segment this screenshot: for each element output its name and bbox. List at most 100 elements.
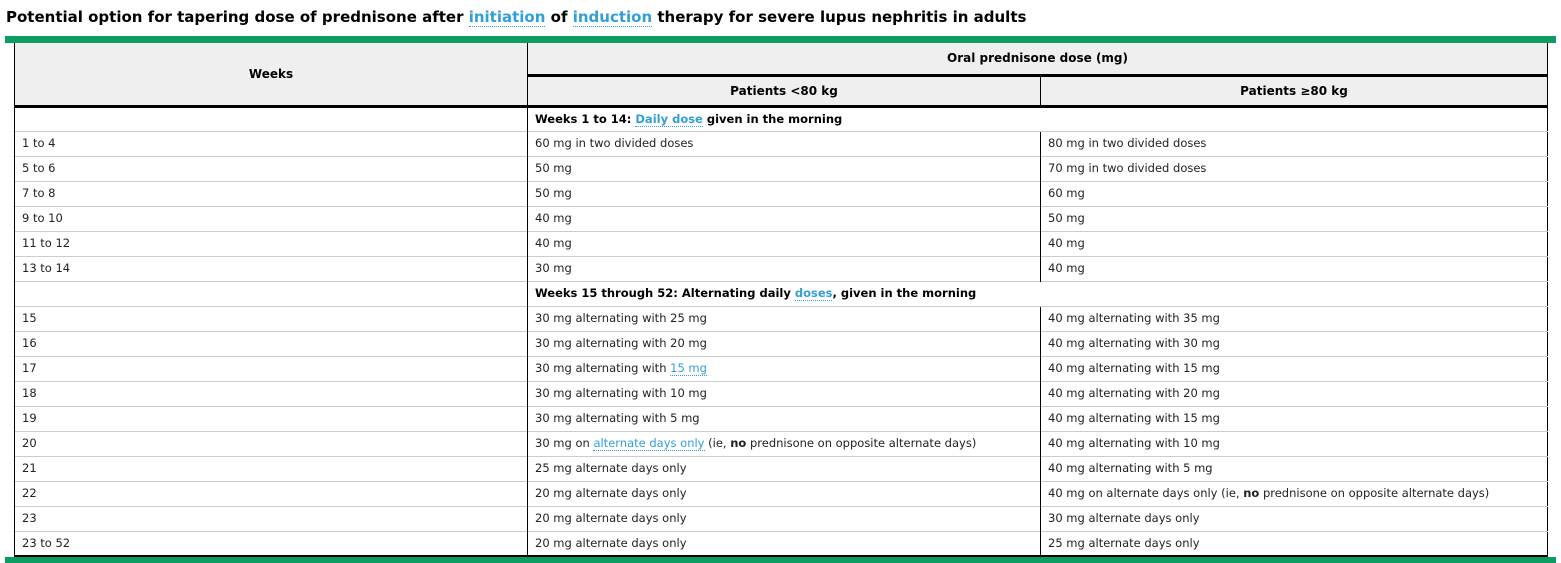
dose-ge80-cell: 80 mg in two divided doses: [1039, 130, 1548, 156]
no-emphasis: no: [730, 436, 747, 450]
dose-lt80-cell: 20 mg alternate days only: [527, 480, 1041, 506]
graphic-title: Potential option for tapering dose of pr…: [0, 0, 1561, 36]
dose-text: prednisone on opposite alternate days): [746, 436, 977, 450]
week-cell: 11 to 12: [14, 230, 528, 256]
table-row: 5 to 6 50 mg 70 mg in two divided doses: [14, 155, 1548, 181]
title-text: Potential option for tapering dose of pr…: [6, 8, 469, 26]
daily-dose-link[interactable]: Daily dose: [635, 111, 703, 127]
section-row-weeks-15-52: Weeks 15 through 52: Alternating daily d…: [14, 280, 1548, 306]
table-row: 9 to 10 40 mg 50 mg: [14, 205, 1548, 231]
table-row: 13 to 14 30 mg 40 mg: [14, 255, 1548, 281]
week-cell: 17: [14, 355, 528, 381]
dose-ge80-cell: 40 mg alternating with 15 mg: [1039, 405, 1548, 431]
dose-lt80-cell: 30 mg alternating with 20 mg: [527, 330, 1041, 356]
title-text: therapy for severe lupus nephritis in ad…: [652, 8, 1027, 26]
dose-text: 40 mg on alternate days only (ie,: [1048, 486, 1244, 500]
dose-ge80-cell: 25 mg alternate days only: [1039, 530, 1548, 556]
week-cell: 22: [14, 480, 528, 506]
alternate-days-only-link[interactable]: alternate days only: [593, 436, 705, 451]
dose-ge80-cell: 70 mg in two divided doses: [1039, 155, 1548, 181]
week-cell: 16: [14, 330, 528, 356]
week-cell: 7 to 8: [14, 180, 528, 206]
initiation-link[interactable]: initiation: [468, 8, 546, 27]
dose-ge80-cell: 50 mg: [1039, 205, 1548, 231]
section-header-1: Weeks 1 to 14: Daily dose given in the m…: [526, 105, 1548, 131]
dose-lt80-cell: 30 mg on alternate days only (ie, no pre…: [527, 430, 1041, 456]
section-text: Weeks 15 through 52: Alternating daily: [535, 286, 795, 300]
dose-lt80-cell: 50 mg: [527, 155, 1041, 181]
dose-lt80-cell: 30 mg alternating with 10 mg: [527, 380, 1041, 406]
week-cell: 23: [14, 505, 528, 531]
table-row: 21 25 mg alternate days only 40 mg alter…: [14, 455, 1548, 481]
dose-ge80-cell: 30 mg alternate days only: [1039, 505, 1548, 531]
dose-lt80-cell: 30 mg: [527, 255, 1041, 281]
section-row-weeks-1-14: Weeks 1 to 14: Daily dose given in the m…: [14, 105, 1548, 131]
empty-week-cell: [14, 105, 528, 131]
title-text: of: [545, 8, 573, 26]
dose-ge80-cell: 40 mg alternating with 15 mg: [1039, 355, 1548, 381]
table-row: 23 to 52 20 mg alternate days only 25 mg…: [14, 530, 1548, 556]
dose-lt80-cell: 20 mg alternate days only: [527, 530, 1041, 556]
dose-ge80-cell: 40 mg alternating with 20 mg: [1039, 380, 1548, 406]
table-row: 23 20 mg alternate days only 30 mg alter…: [14, 505, 1548, 531]
dose-lt80-cell: 40 mg: [527, 205, 1041, 231]
table-row: 18 30 mg alternating with 10 mg 40 mg al…: [14, 380, 1548, 406]
dose-text: prednisone on opposite alternate days): [1259, 486, 1490, 500]
patients-ge80-header: Patients ≥80 kg: [1039, 75, 1548, 108]
dose-ge80-cell: 40 mg on alternate days only (ie, no pre…: [1039, 480, 1548, 506]
dose-lt80-cell: 30 mg alternating with 15 mg: [527, 355, 1041, 381]
top-accent-bar: [5, 36, 1556, 43]
section-text: given in the morning: [702, 111, 843, 126]
week-cell: 19: [14, 405, 528, 431]
dose-lt80-cell: 40 mg: [527, 230, 1041, 256]
section-text: , given in the morning: [832, 286, 977, 300]
dose-ge80-cell: 40 mg alternating with 5 mg: [1039, 455, 1548, 481]
no-emphasis: no: [1243, 486, 1260, 500]
week-cell: 18: [14, 380, 528, 406]
dose-ge80-cell: 40 mg alternating with 30 mg: [1039, 330, 1548, 356]
table-row: 22 20 mg alternate days only 40 mg on al…: [14, 480, 1548, 506]
dose-group-header: Oral prednisone dose (mg): [526, 43, 1548, 77]
table-row: 1 to 4 60 mg in two divided doses 80 mg …: [14, 130, 1548, 156]
week-cell: 9 to 10: [14, 205, 528, 231]
dose-text: 30 mg on: [535, 436, 594, 450]
doses-link[interactable]: doses: [794, 286, 833, 301]
dose-lt80-cell: 50 mg: [527, 180, 1041, 206]
week-cell: 5 to 6: [14, 155, 528, 181]
week-cell: 1 to 4: [14, 130, 528, 156]
patients-lt80-header: Patients <80 kg: [527, 75, 1041, 108]
bottom-accent-bar: [5, 557, 1556, 563]
header-row-2: Patients <80 kg Patients ≥80 kg: [15, 75, 1548, 108]
table-row: 11 to 12 40 mg 40 mg: [14, 230, 1548, 256]
prednisone-taper-table: Weeks Oral prednisone dose (mg) Patients…: [14, 43, 1549, 557]
week-cell: 20: [14, 430, 528, 456]
section-text: Weeks 1 to 14:: [535, 111, 636, 126]
dose-text: (ie,: [704, 436, 731, 450]
dose-lt80-cell: 25 mg alternate days only: [527, 455, 1041, 481]
dose-text: 30 mg alternating with: [535, 361, 671, 375]
dose-ge80-cell: 40 mg alternating with 10 mg: [1039, 430, 1548, 456]
table-row: 20 30 mg on alternate days only (ie, no …: [14, 430, 1548, 456]
induction-link[interactable]: induction: [572, 8, 653, 27]
dose-lt80-cell: 30 mg alternating with 5 mg: [527, 405, 1041, 431]
week-cell: 13 to 14: [14, 255, 528, 281]
week-cell: 21: [14, 455, 528, 481]
dose-lt80-cell: 60 mg in two divided doses: [527, 130, 1041, 156]
table-row: 7 to 8 50 mg 60 mg: [14, 180, 1548, 206]
weeks-column-header: Weeks: [14, 43, 528, 108]
15mg-link[interactable]: 15 mg: [670, 361, 707, 376]
dose-ge80-cell: 60 mg: [1039, 180, 1548, 206]
table-row: 17 30 mg alternating with 15 mg 40 mg al…: [14, 355, 1548, 381]
dose-ge80-cell: 40 mg alternating with 35 mg: [1039, 305, 1548, 331]
section-header-2: Weeks 15 through 52: Alternating daily d…: [526, 280, 1548, 306]
header-row-1: Weeks Oral prednisone dose (mg): [14, 43, 1548, 108]
dose-lt80-cell: 20 mg alternate days only: [527, 505, 1041, 531]
dose-ge80-cell: 40 mg: [1039, 230, 1548, 256]
table-row: 16 30 mg alternating with 20 mg 40 mg al…: [14, 330, 1548, 356]
week-cell: 15: [14, 305, 528, 331]
empty-week-cell: [14, 280, 528, 306]
table-row: 19 30 mg alternating with 5 mg 40 mg alt…: [14, 405, 1548, 431]
table-row: 15 30 mg alternating with 25 mg 40 mg al…: [14, 305, 1548, 331]
week-cell: 23 to 52: [14, 530, 528, 556]
